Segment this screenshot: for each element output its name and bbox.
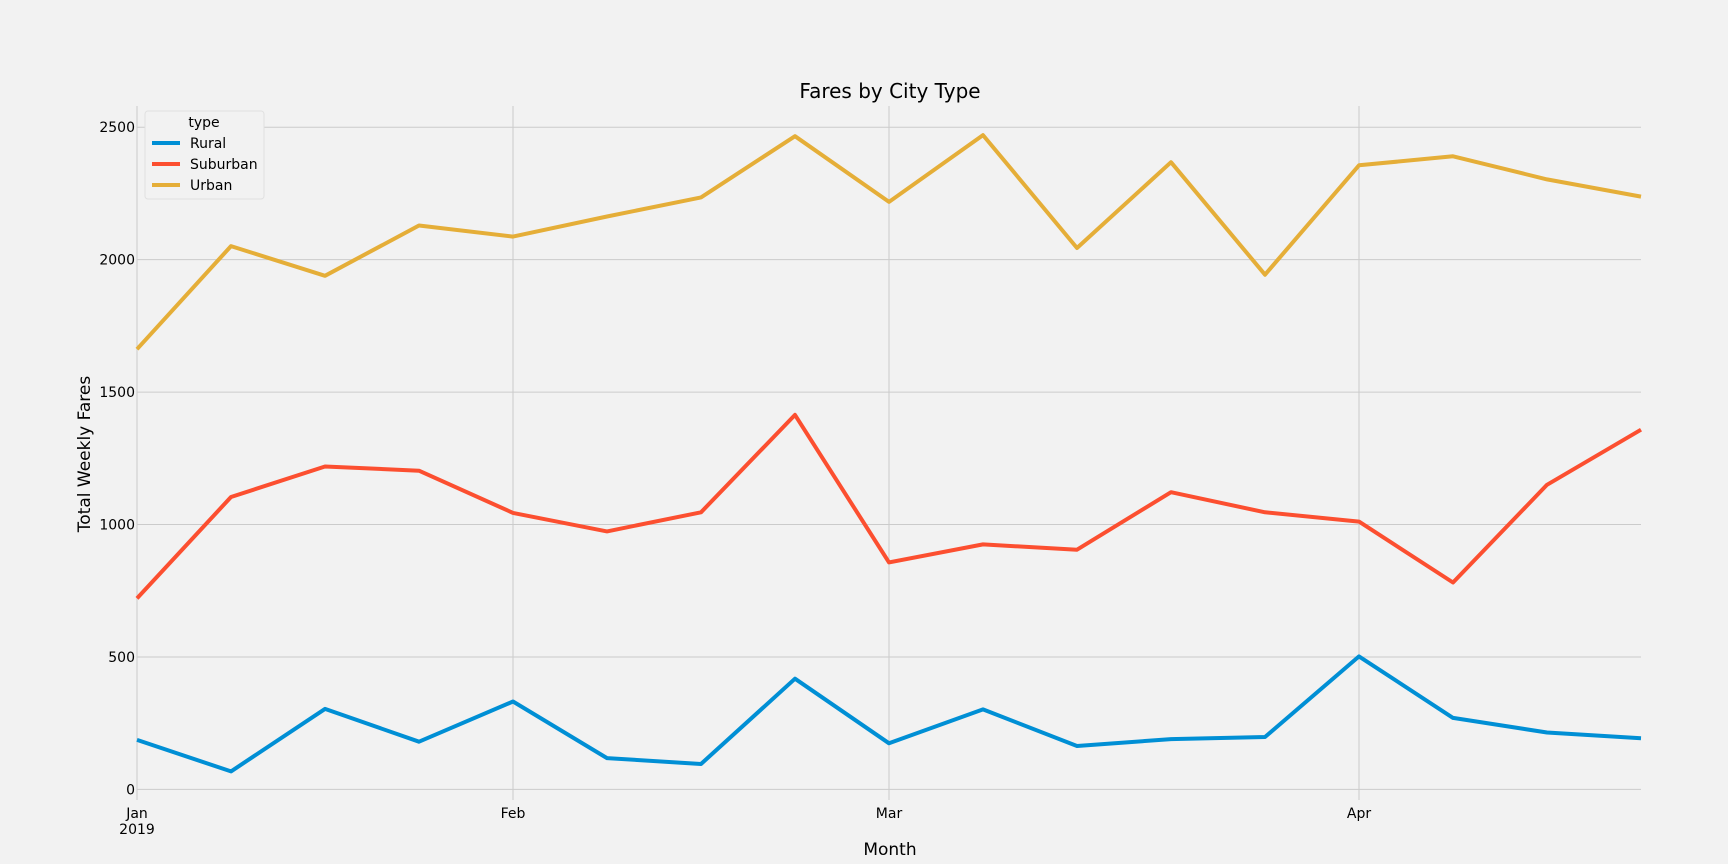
legend-frame	[144, 110, 265, 200]
x-tick-label: Feb	[501, 806, 526, 822]
chart-title: Fares by City Type	[799, 79, 980, 103]
legend-label-rural: Rural	[190, 136, 226, 152]
grid-lines	[136, 106, 1641, 800]
x-tick-label: Jan	[125, 806, 148, 822]
y-tick-label: 1000	[99, 518, 135, 534]
y-tick-label: 0	[126, 782, 135, 798]
x-tick-label: Apr	[1347, 806, 1371, 822]
series-lines	[135, 133, 1643, 774]
legend-label-urban: Urban	[190, 178, 232, 194]
legend-label-suburban: Suburban	[190, 157, 258, 173]
y-axis-ticks: 0 500 1000 1500 2000 2500	[99, 120, 135, 798]
y-tick-label: 2500	[99, 120, 135, 136]
y-tick-label: 500	[108, 650, 135, 666]
x-axis-label: Month	[863, 840, 916, 860]
x-tick-sublabel: 2019	[119, 822, 155, 838]
x-tick-label: Mar	[876, 806, 903, 822]
y-tick-label: 2000	[99, 253, 135, 269]
legend-title: type	[188, 115, 219, 131]
series-line-suburban	[135, 412, 1643, 600]
legend: type Rural Suburban Urban	[144, 110, 265, 200]
series-line-urban	[135, 133, 1642, 351]
y-tick-label: 1500	[99, 385, 135, 401]
y-axis-label: Total Weekly Fares	[75, 376, 95, 534]
legend-entries: Rural Suburban Urban	[152, 136, 258, 194]
series-line-rural	[136, 654, 1642, 774]
